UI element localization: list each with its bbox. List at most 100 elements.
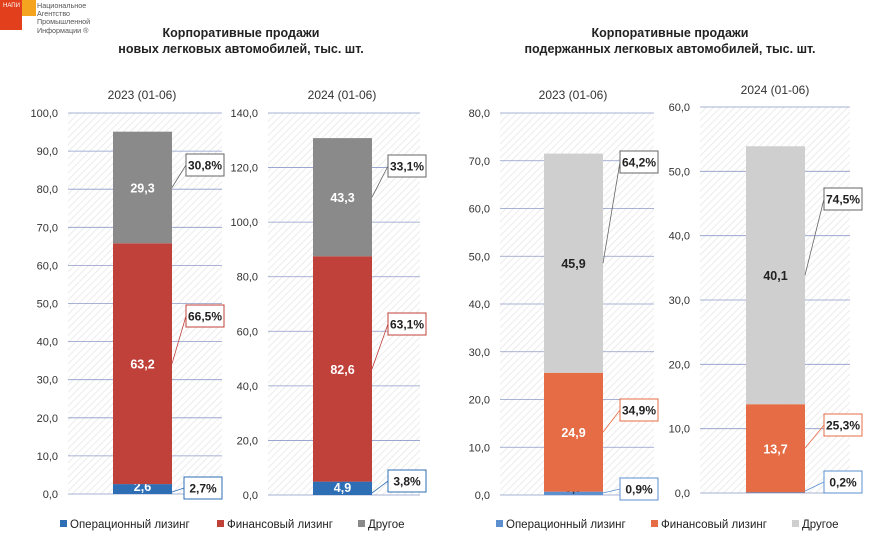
legend-swatch xyxy=(651,520,658,527)
legend-swatch xyxy=(358,520,365,527)
percent-leader-line xyxy=(171,487,185,493)
percent-callout-label: 3,8% xyxy=(393,475,421,489)
y-tick-label: 30,0 xyxy=(469,347,490,359)
logo-line-4: Информации ® xyxy=(37,25,89,35)
legend-swatch xyxy=(60,520,67,527)
legend-label: Операционный лизинг xyxy=(70,519,190,531)
percent-leader-line xyxy=(804,481,825,492)
napi-logo: НАПИ Национальное Агентство Промышленной… xyxy=(0,0,100,40)
chart-title-line-2: подержанных легковых автомобилей, тыс. ш… xyxy=(525,42,816,56)
percent-leader-line xyxy=(602,409,621,433)
bar-value-label: 82,6 xyxy=(330,363,354,377)
chart-subtitle: 2023 (01-06) xyxy=(539,88,608,102)
percent-callout-label: 2,7% xyxy=(189,482,217,496)
y-tick-label: 50,0 xyxy=(469,251,490,263)
chart-subtitle: 2023 (01-06) xyxy=(108,88,177,102)
y-tick-label: 80,0 xyxy=(37,184,58,196)
y-tick-label: 60,0 xyxy=(37,260,58,272)
y-tick-label: 30,0 xyxy=(669,295,690,307)
y-tick-label: 20,0 xyxy=(237,435,258,447)
chart-title-line-1: Корпоративные продажи xyxy=(592,26,749,40)
logo-text: Национальное Агентство Промышленной Инфо… xyxy=(37,1,91,35)
y-tick-label: 20,0 xyxy=(469,395,490,407)
chart-title-line-1: Корпоративные продажи xyxy=(163,26,320,40)
percent-leader-line xyxy=(371,480,389,494)
percent-leader-line xyxy=(171,164,187,188)
y-tick-label: 140,0 xyxy=(230,108,258,120)
y-tick-label: 60,0 xyxy=(237,326,258,338)
y-tick-label: 50,0 xyxy=(37,299,58,311)
legend-label: Другое xyxy=(802,519,839,531)
y-tick-label: 10,0 xyxy=(669,424,690,436)
chart-subtitle: 2024 (01-06) xyxy=(308,88,377,102)
percent-callout-label: 63,1% xyxy=(390,318,424,332)
y-tick-label: 60,0 xyxy=(469,204,490,216)
y-tick-label: 80,0 xyxy=(469,108,490,120)
y-tick-label: 40,0 xyxy=(37,337,58,349)
bar-segment-financial-leasing xyxy=(313,256,372,482)
percent-callout-box xyxy=(185,153,225,177)
y-tick-label: 0,0 xyxy=(475,490,490,502)
percent-leader-line xyxy=(371,165,389,198)
y-tick-label: 20,0 xyxy=(37,413,58,425)
legend-label: Другое xyxy=(368,519,405,531)
bar-segment-other xyxy=(313,138,372,257)
percent-callout-box xyxy=(183,476,223,500)
logo-line-3: Промышленной xyxy=(37,17,91,27)
percent-callout-label: 66,5% xyxy=(188,310,222,324)
percent-callout-box xyxy=(619,398,659,422)
y-tick-label: 10,0 xyxy=(37,451,58,463)
legend-swatch xyxy=(792,520,799,527)
y-tick-label: 20,0 xyxy=(669,359,690,371)
percent-callout-box xyxy=(185,304,225,328)
percent-callout-label: 64,2% xyxy=(622,156,656,170)
bar-value-label: 63,2 xyxy=(130,358,154,372)
y-tick-label: 0,0 xyxy=(43,489,58,501)
percent-callout-label: 0,9% xyxy=(625,483,653,497)
bar-value-label: 24,9 xyxy=(561,426,585,440)
percent-callout-box xyxy=(387,154,427,178)
bar-segment-financial-leasing xyxy=(746,404,805,493)
legend-swatch xyxy=(496,520,503,527)
y-tick-label: 100,0 xyxy=(30,108,58,120)
y-tick-label: 100,0 xyxy=(230,217,258,229)
bar-segment-other xyxy=(544,153,603,373)
bar-segment-operational-leasing xyxy=(544,491,603,495)
percent-leader-line xyxy=(602,488,621,494)
percent-callout-label: 34,9% xyxy=(622,404,656,418)
bar-segment-operational-leasing xyxy=(313,481,372,495)
percent-leader-line xyxy=(602,161,621,264)
percent-leader-line xyxy=(171,315,187,364)
percent-callout-box xyxy=(387,469,427,493)
y-tick-label: 120,0 xyxy=(230,163,258,175)
y-tick-label: 30,0 xyxy=(37,375,58,387)
logo-orange-square xyxy=(22,0,36,16)
y-tick-label: 60,0 xyxy=(669,102,690,114)
bar-value-label: 45,9 xyxy=(561,257,585,271)
chart-subtitle: 2024 (01-06) xyxy=(741,83,810,97)
bar-value-label: 40,1 xyxy=(763,269,787,283)
percent-callout-box xyxy=(823,187,863,211)
bar-value-label: 43,3 xyxy=(330,191,354,205)
bar-value-label: 4,9 xyxy=(334,481,351,495)
percent-leader-line xyxy=(804,424,825,449)
percent-callout-box xyxy=(823,470,863,494)
bar-value-label: 13,7 xyxy=(763,442,787,456)
percent-callout-box xyxy=(619,150,659,174)
percent-callout-box xyxy=(823,413,863,437)
percent-callout-box xyxy=(387,312,427,336)
y-tick-label: 10,0 xyxy=(469,442,490,454)
y-tick-label: 0,0 xyxy=(675,488,690,500)
y-tick-label: 80,0 xyxy=(237,272,258,284)
bar-segment-financial-leasing xyxy=(544,372,603,492)
y-tick-label: 40,0 xyxy=(469,299,490,311)
percent-callout-label: 30,8% xyxy=(188,159,222,173)
percent-callout-label: 25,3% xyxy=(826,419,860,433)
y-tick-label: 40,0 xyxy=(237,381,258,393)
bar-value-label: 29,3 xyxy=(130,181,154,195)
logo-line-1: Национальное xyxy=(37,1,87,10)
percent-leader-line xyxy=(804,198,825,276)
y-tick-label: 70,0 xyxy=(37,222,58,234)
percent-callout-label: 74,5% xyxy=(826,193,860,207)
